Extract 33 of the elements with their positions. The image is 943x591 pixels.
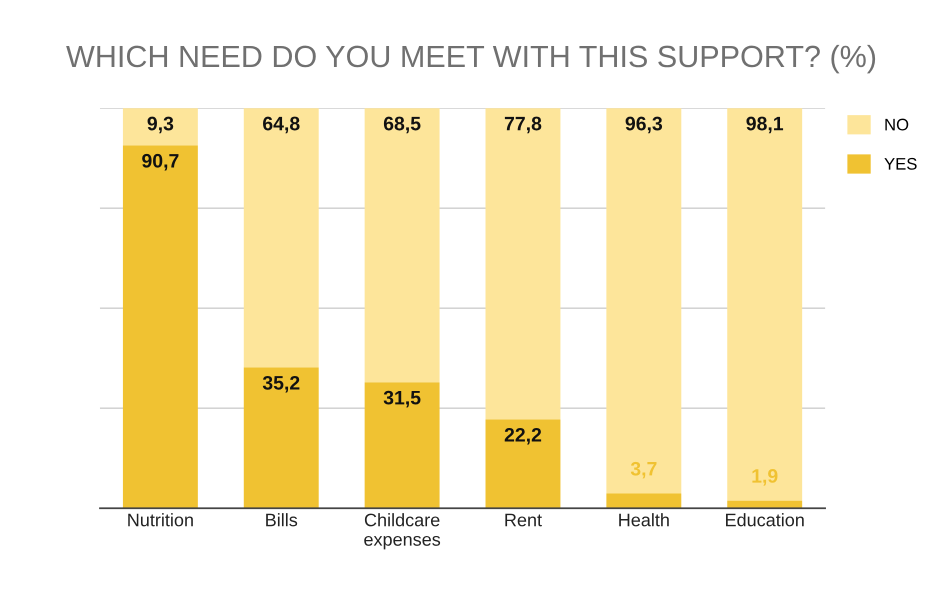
bar bbox=[364, 382, 440, 508]
bar bbox=[606, 108, 682, 494]
x-tick-label: Nutrition bbox=[128, 513, 193, 526]
bar bbox=[486, 108, 560, 420]
bar bbox=[122, 145, 198, 508]
bar bbox=[244, 367, 319, 508]
legend-label: NO bbox=[885, 118, 908, 130]
x-tick-label: Childcare expenses bbox=[364, 513, 440, 550]
x-tick-label: Bills bbox=[266, 513, 298, 526]
data-label: 90,7 bbox=[142, 154, 178, 170]
bar bbox=[244, 108, 319, 368]
legend-label: YES bbox=[884, 158, 917, 170]
bar bbox=[122, 108, 198, 146]
data-label: 31,5 bbox=[384, 390, 420, 408]
x-tick-label: Rent bbox=[505, 514, 542, 526]
data-label: 68,5 bbox=[384, 116, 420, 134]
bar bbox=[727, 108, 802, 501]
data-label: 3,7 bbox=[630, 462, 656, 478]
bar bbox=[364, 108, 440, 382]
x-tick-label: Education bbox=[726, 513, 804, 526]
data-label: 1,9 bbox=[752, 469, 778, 486]
data-label: 64,8 bbox=[263, 116, 300, 134]
chart-title: WHICH NEED DO YOU MEET WITH THIS SUPPORT? (%) bbox=[66, 44, 876, 74]
data-label: 35,2 bbox=[262, 376, 300, 393]
bar bbox=[606, 493, 682, 508]
data-label: 98,1 bbox=[746, 116, 784, 134]
data-label: 96,3 bbox=[626, 116, 662, 134]
x-tick-label: Health bbox=[619, 513, 669, 526]
data-label: 9,3 bbox=[148, 116, 174, 134]
data-label: 77,8 bbox=[504, 116, 542, 134]
data-label: 22,2 bbox=[504, 428, 542, 445]
bar bbox=[727, 500, 802, 508]
bar bbox=[486, 419, 560, 508]
